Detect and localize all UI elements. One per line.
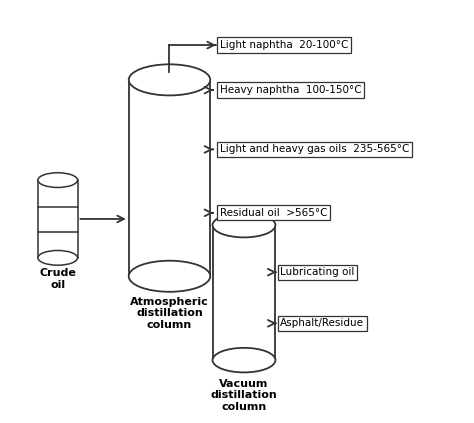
Ellipse shape — [212, 213, 275, 237]
Bar — [129, 80, 210, 276]
Ellipse shape — [38, 173, 78, 187]
Text: Heavy naphtha  100-150°C: Heavy naphtha 100-150°C — [220, 85, 361, 95]
Text: Atmospheric
distillation
column: Atmospheric distillation column — [130, 297, 209, 330]
Ellipse shape — [212, 348, 275, 372]
Bar — [38, 180, 78, 258]
Ellipse shape — [129, 261, 210, 292]
Text: Crude
oil: Crude oil — [39, 268, 76, 290]
Text: Light and heavy gas oils  235-565°C: Light and heavy gas oils 235-565°C — [220, 144, 409, 154]
Text: Residual oil  >565°C: Residual oil >565°C — [220, 208, 327, 218]
Text: Light naphtha  20-100°C: Light naphtha 20-100°C — [220, 40, 348, 50]
Bar — [212, 225, 275, 360]
Text: Lubricating oil: Lubricating oil — [280, 267, 355, 277]
Text: Vacuum
distillation
column: Vacuum distillation column — [210, 379, 277, 412]
Text: Asphalt/Residue: Asphalt/Residue — [280, 318, 365, 328]
Ellipse shape — [38, 250, 78, 265]
Ellipse shape — [129, 64, 210, 96]
